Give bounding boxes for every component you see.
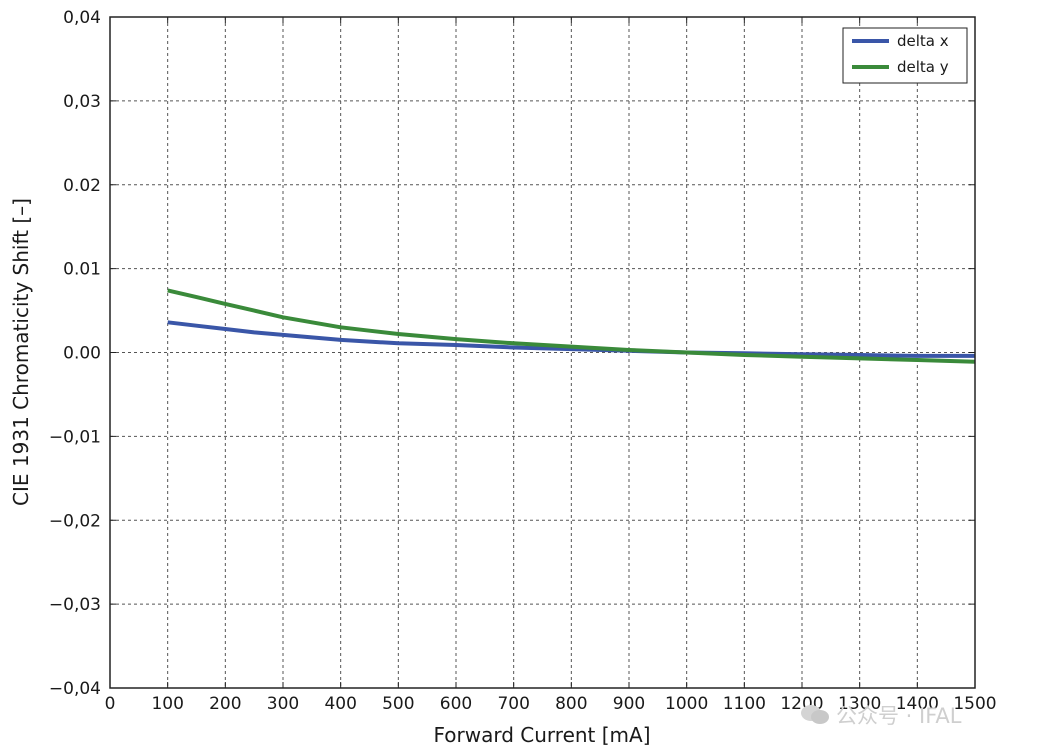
x-tick-label: 100 bbox=[151, 694, 183, 714]
watermark: 公众号 · IFAL bbox=[800, 700, 961, 730]
legend-label-delta-x: delta x bbox=[897, 32, 949, 50]
x-tick-label: 1100 bbox=[723, 694, 766, 714]
x-tick-label: 800 bbox=[555, 694, 587, 714]
series-line-delta-x bbox=[167, 320, 975, 358]
x-axis-title: Forward Current [mA] bbox=[433, 723, 650, 747]
x-tick-label: 900 bbox=[613, 694, 645, 714]
y-tick-label: −0,01 bbox=[49, 427, 101, 447]
x-tick-label: 400 bbox=[324, 694, 356, 714]
y-tick-label: 0.01 bbox=[63, 260, 101, 280]
x-tick-label: 500 bbox=[382, 694, 414, 714]
x-tick-label: 200 bbox=[209, 694, 241, 714]
y-tick-label: 0.02 bbox=[63, 176, 101, 196]
x-tick-label: 0 bbox=[105, 694, 116, 714]
x-tick-label: 1300 bbox=[838, 694, 881, 714]
y-tick-label: −0,04 bbox=[49, 679, 101, 699]
y-tick-label: 0.00 bbox=[63, 344, 101, 364]
x-tick-labels: 0 100 200 300 400 500 600 700 800 900 1000 1100 1200… bbox=[105, 694, 997, 714]
legend: delta x delta y bbox=[842, 27, 968, 84]
x-tick-label: 1400 bbox=[896, 694, 939, 714]
x-tick-label: 1500 bbox=[953, 694, 996, 714]
x-tick-label: 600 bbox=[440, 694, 472, 714]
y-tick-label: 0,04 bbox=[63, 8, 101, 28]
legend-label-delta-y: delta y bbox=[897, 58, 949, 76]
series-lines bbox=[167, 288, 976, 364]
x-tick-label: 1000 bbox=[665, 694, 708, 714]
watermark-text: 公众号 · IFAL bbox=[836, 704, 962, 728]
y-tick-label: 0,03 bbox=[63, 92, 101, 112]
legend-frame bbox=[842, 27, 968, 84]
x-tick-label: 300 bbox=[267, 694, 299, 714]
series-line-delta-y bbox=[167, 288, 976, 364]
y-tick-label: −0,03 bbox=[49, 595, 101, 615]
y-tick-labels: −0,04 −0,03 −0,02 −0,01 0.00 0.01 0.02 0,03 0,04 bbox=[49, 8, 101, 699]
y-axis-title: CIE 1931 Chromaticity Shift [–] bbox=[9, 198, 33, 506]
y-tick-label: −0,02 bbox=[49, 511, 101, 531]
axis-ticks bbox=[109, 16, 976, 689]
wechat-icon bbox=[801, 705, 829, 724]
grid-lines bbox=[110, 17, 975, 688]
x-tick-label: 700 bbox=[497, 694, 529, 714]
